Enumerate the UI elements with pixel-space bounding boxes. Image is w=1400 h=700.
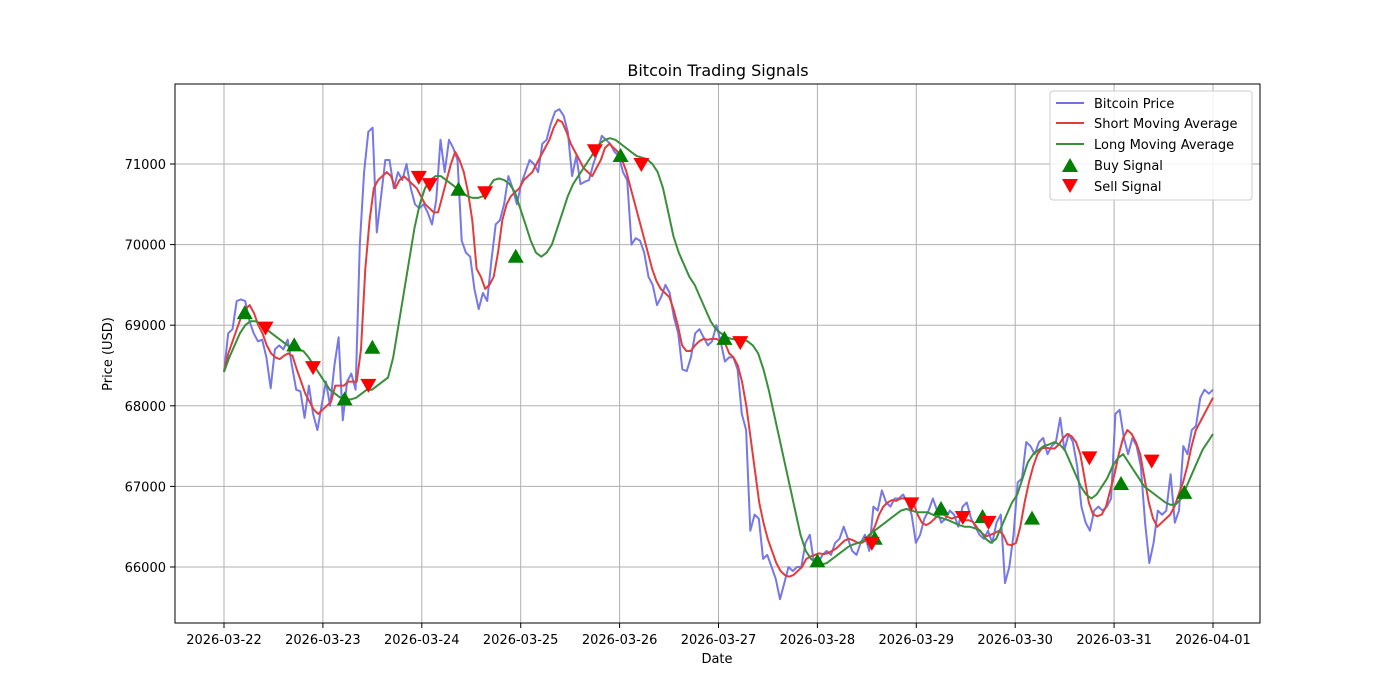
legend-long-ma-label: Long Moving Average — [1094, 138, 1234, 153]
x-tick-label: 2026-03-27 — [681, 633, 757, 648]
y-axis-ticks: 66000 67000 68000 69000 70000 71000 — [125, 158, 175, 576]
x-tick-label: 2026-03-24 — [384, 633, 460, 648]
y-tick-label: 67000 — [125, 480, 166, 495]
x-tick-label: 2026-03-30 — [977, 633, 1053, 648]
y-tick-label: 71000 — [125, 158, 166, 173]
short-moving-average-line — [223, 118, 1214, 578]
buy-signal-triangle-up-icon — [286, 337, 303, 352]
x-tick-label: 2026-03-23 — [285, 633, 361, 648]
legend-box — [1049, 90, 1253, 201]
sell-signal-triangle-down-icon — [477, 186, 494, 201]
sell-signal-triangle-down-icon — [954, 511, 971, 526]
bitcoin-price-line — [223, 108, 1214, 601]
x-tick-label: 2026-04-01 — [1175, 633, 1251, 648]
legend-short-ma-label: Short Moving Average — [1094, 117, 1238, 132]
sell-signal-triangle-down-icon — [257, 321, 274, 336]
sell-signal-markers — [257, 144, 1160, 551]
x-tick-label: 2026-03-29 — [879, 633, 955, 648]
buy-signal-triangle-up-icon — [336, 391, 353, 406]
sell-signal-triangle-down-icon — [980, 515, 997, 530]
long-moving-average-line — [223, 137, 1214, 566]
plot-area — [223, 108, 1214, 601]
sell-signal-triangle-down-icon — [1081, 451, 1098, 466]
y-tick-label: 68000 — [125, 400, 166, 415]
sell-signal-triangle-down-icon — [1062, 179, 1078, 193]
sell-signal-triangle-down-icon — [732, 336, 749, 351]
axes-frame — [174, 83, 1261, 624]
buy-signal-triangle-up-icon — [1062, 158, 1078, 172]
legend: Bitcoin Price Short Moving Average Long … — [1049, 90, 1253, 201]
buy-signal-triangle-up-icon — [1113, 475, 1130, 490]
x-tick-label: 2026-03-25 — [483, 633, 559, 648]
buy-signal-triangle-up-icon — [612, 147, 629, 162]
x-axis-ticks: 2026-03-22 2026-03-23 2026-03-24 2026-03-25… — [186, 623, 1251, 648]
sell-signal-triangle-down-icon — [305, 361, 322, 376]
sell-signal-triangle-down-icon — [360, 378, 377, 393]
buy-signal-triangle-up-icon — [1176, 484, 1193, 499]
chart-title: Bitcoin Trading Signals — [627, 61, 808, 80]
buy-signal-triangle-up-icon — [236, 305, 253, 320]
buy-signal-triangle-up-icon — [1024, 510, 1041, 525]
sell-signal-triangle-down-icon — [863, 536, 880, 551]
sell-signal-triangle-down-icon — [903, 497, 920, 512]
buy-signal-triangle-up-icon — [364, 339, 381, 354]
sell-signal-triangle-down-icon — [421, 178, 438, 193]
y-tick-label: 69000 — [125, 319, 166, 334]
y-axis-label: Price (USD) — [101, 317, 116, 391]
buy-signal-triangle-up-icon — [809, 553, 826, 568]
sell-signal-triangle-down-icon — [410, 170, 427, 185]
legend-sell-label: Sell Signal — [1094, 180, 1162, 195]
buy-signal-triangle-up-icon — [933, 500, 950, 515]
x-tick-label: 2026-03-28 — [780, 633, 856, 648]
buy-signal-triangle-up-icon — [450, 181, 467, 196]
legend-buy-label: Buy Signal — [1094, 159, 1163, 174]
sell-signal-triangle-down-icon — [1143, 454, 1160, 469]
buy-signal-markers — [236, 147, 1193, 568]
y-tick-label: 66000 — [125, 561, 166, 576]
x-tick-label: 2026-03-22 — [186, 633, 262, 648]
buy-signal-triangle-up-icon — [716, 330, 733, 345]
sell-signal-triangle-down-icon — [586, 144, 603, 159]
x-tick-label: 2026-03-31 — [1076, 633, 1152, 648]
buy-signal-triangle-up-icon — [507, 248, 524, 263]
x-axis-label: Date — [701, 652, 732, 667]
legend-price-label: Bitcoin Price — [1094, 97, 1174, 112]
sell-signal-triangle-down-icon — [633, 158, 650, 172]
y-tick-label: 70000 — [125, 239, 166, 254]
x-tick-label: 2026-03-26 — [582, 633, 658, 648]
